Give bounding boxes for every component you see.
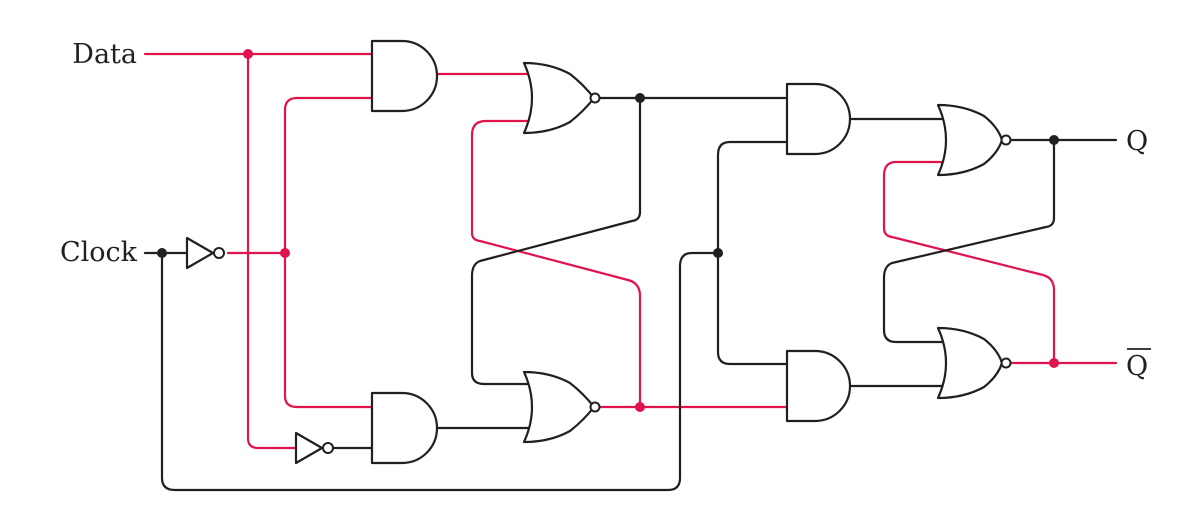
junction-slave-clock (713, 248, 723, 258)
junction-data (243, 49, 253, 59)
red-wires (143, 52, 1118, 450)
junction-master-q (635, 93, 645, 103)
data-inverter (294, 431, 334, 465)
master-lower-nor-gate (522, 370, 601, 444)
master-cross-black (470, 96, 642, 386)
junction-inverted-clock (280, 248, 290, 258)
data-to-lower-inverter (246, 52, 298, 450)
clock-inverter (185, 236, 225, 270)
master-upper-and-gate (370, 39, 439, 113)
q-bar-output-label: Q (1126, 348, 1151, 382)
clock-label: Clock (60, 237, 138, 268)
junction-q-bar (1049, 358, 1059, 368)
slave-cross-black (882, 138, 1056, 344)
slave-cross-red (882, 160, 1056, 365)
master-cross-red (470, 119, 642, 409)
clock-to-slave (160, 251, 720, 492)
slave-clock-to-upper-and (716, 140, 789, 255)
master-lower-and-gate (370, 391, 439, 465)
q-bar-text: Q (1126, 351, 1148, 382)
master-upper-nor-gate (522, 61, 601, 135)
inverted-clock-to-lower-and (283, 251, 374, 409)
black-wires (143, 96, 1118, 492)
data-label: Data (72, 39, 137, 70)
inverted-clock-to-upper-and (283, 96, 374, 255)
slave-upper-nor-gate (936, 103, 1012, 177)
junction-master-qbar (635, 402, 645, 412)
junction-clock (157, 248, 167, 258)
junction-dots (157, 49, 1059, 412)
q-output-label: Q (1126, 126, 1148, 157)
slave-clock-to-lower-and (716, 251, 789, 366)
slave-lower-and-gate (785, 349, 852, 423)
slave-lower-nor-gate (936, 326, 1012, 400)
slave-upper-and-gate (785, 82, 852, 156)
junction-q (1049, 135, 1059, 145)
